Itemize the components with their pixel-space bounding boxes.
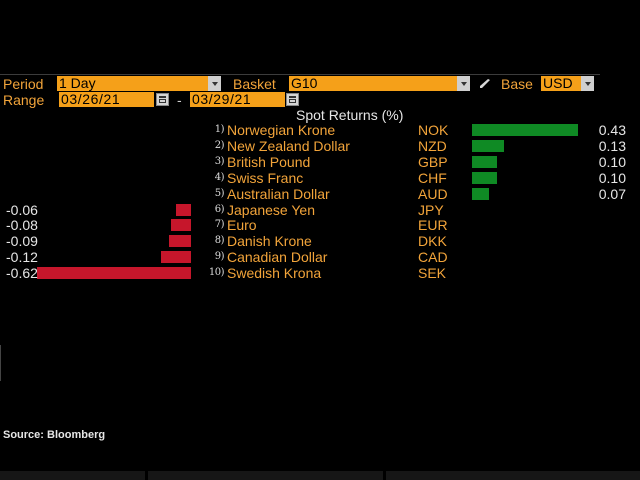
range-start-calendar-icon[interactable] (156, 93, 169, 106)
negative-return-bar (171, 219, 191, 232)
list-item[interactable]: 2) New Zealand Dollar NZD 0.13 (0, 138, 640, 154)
negative-return-bar (37, 267, 191, 280)
currency-code: EUR (418, 217, 448, 234)
scroll-edge (0, 345, 1, 381)
positive-return-bar (472, 187, 489, 200)
range-label: Range (3, 92, 45, 108)
return-value: -0.62 (6, 265, 38, 282)
status-bar-segment (148, 471, 383, 480)
basket-label: Basket (233, 76, 276, 92)
currency-name[interactable]: Australian Dollar (227, 185, 330, 202)
currency-code: SEK (418, 265, 447, 282)
list-item[interactable]: 7) Euro EUR -0.08 (0, 217, 640, 233)
toolbar-divider (0, 74, 600, 75)
negative-return-bar (161, 251, 191, 264)
rank-number: 2) (214, 139, 225, 151)
return-value: -0.06 (6, 201, 38, 218)
period-chevron-down-icon[interactable] (208, 76, 221, 91)
range-end-calendar-icon[interactable] (286, 93, 299, 106)
return-value: -0.12 (6, 249, 38, 266)
return-value: 0.10 (598, 169, 626, 186)
return-value: -0.09 (6, 233, 38, 250)
list-item[interactable]: 3) British Pound GBP 0.10 (0, 154, 640, 170)
rank-number: 4) (214, 171, 225, 183)
rank-number: 7) (214, 219, 225, 231)
source-note: Source: Bloomberg (3, 429, 106, 441)
status-bar-segment (0, 471, 145, 480)
currency-code: NOK (418, 122, 449, 138)
list-item[interactable]: 6) Japanese Yen JPY -0.06 (0, 202, 640, 218)
positive-return-bar (472, 139, 504, 152)
list-item[interactable]: 8) Danish Krone DKK -0.09 (0, 233, 640, 249)
positive-return-bar (472, 124, 578, 136)
base-label: Base (501, 76, 533, 92)
base-chevron-down-icon[interactable] (581, 76, 594, 91)
currency-code: DKK (418, 233, 447, 250)
currency-name[interactable]: Norwegian Krone (227, 122, 336, 138)
rank-number: 1) (214, 124, 225, 135)
currency-name[interactable]: British Pound (227, 153, 311, 170)
range-start-input[interactable]: 03/26/21 (59, 92, 154, 107)
currency-name[interactable]: Swiss Franc (227, 169, 304, 186)
base-select[interactable]: USD (541, 76, 581, 91)
period-label: Period (3, 76, 44, 92)
currency-code: NZD (418, 137, 447, 154)
rank-number: 6) (214, 203, 225, 215)
currency-code: GBP (418, 153, 448, 170)
currency-name[interactable]: Canadian Dollar (227, 249, 328, 266)
range-separator: - (177, 92, 182, 108)
positive-return-bar (472, 155, 497, 168)
basket-chevron-down-icon[interactable] (457, 76, 470, 91)
rank-number: 9) (214, 251, 225, 263)
list-item[interactable]: 4) Swiss Franc CHF 0.10 (0, 170, 640, 186)
period-select[interactable]: 1 Day (57, 76, 209, 91)
rank-number: 3) (214, 155, 225, 167)
currency-name[interactable]: Japanese Yen (227, 201, 315, 218)
currency-name[interactable]: New Zealand Dollar (227, 137, 350, 154)
currency-code: AUD (418, 185, 448, 202)
return-value: 0.43 (598, 122, 626, 138)
negative-return-bar (169, 235, 191, 248)
currency-code: CAD (418, 249, 448, 266)
pencil-icon[interactable] (479, 79, 492, 89)
return-value: 0.13 (598, 137, 626, 154)
rank-number: 5) (214, 187, 225, 199)
status-bar-segment (386, 471, 640, 480)
list-item[interactable]: 1) Norwegian Krone NOK 0.43 (0, 122, 640, 138)
currency-name[interactable]: Euro (227, 217, 257, 234)
spot-returns-title: Spot Returns (%) (296, 107, 404, 123)
rank-number: 8) (214, 235, 225, 247)
rank-number: 10) (208, 267, 225, 279)
currency-name[interactable]: Danish Krone (227, 233, 312, 250)
return-value: -0.08 (6, 217, 38, 234)
positive-return-bar (472, 171, 497, 184)
return-value: 0.07 (598, 185, 626, 202)
range-end-input[interactable]: 03/29/21 (190, 92, 285, 107)
list-item[interactable]: 9) Canadian Dollar CAD -0.12 (0, 249, 640, 265)
negative-return-bar (176, 203, 191, 216)
list-item[interactable]: 5) Australian Dollar AUD 0.07 (0, 186, 640, 202)
currency-name[interactable]: Swedish Krona (227, 265, 322, 282)
currency-code: CHF (418, 169, 447, 186)
basket-select[interactable]: G10 (289, 76, 457, 91)
currency-code: JPY (418, 201, 444, 218)
list-item[interactable]: 10) Swedish Krona SEK -0.62 (0, 265, 640, 281)
return-value: 0.10 (598, 153, 626, 170)
